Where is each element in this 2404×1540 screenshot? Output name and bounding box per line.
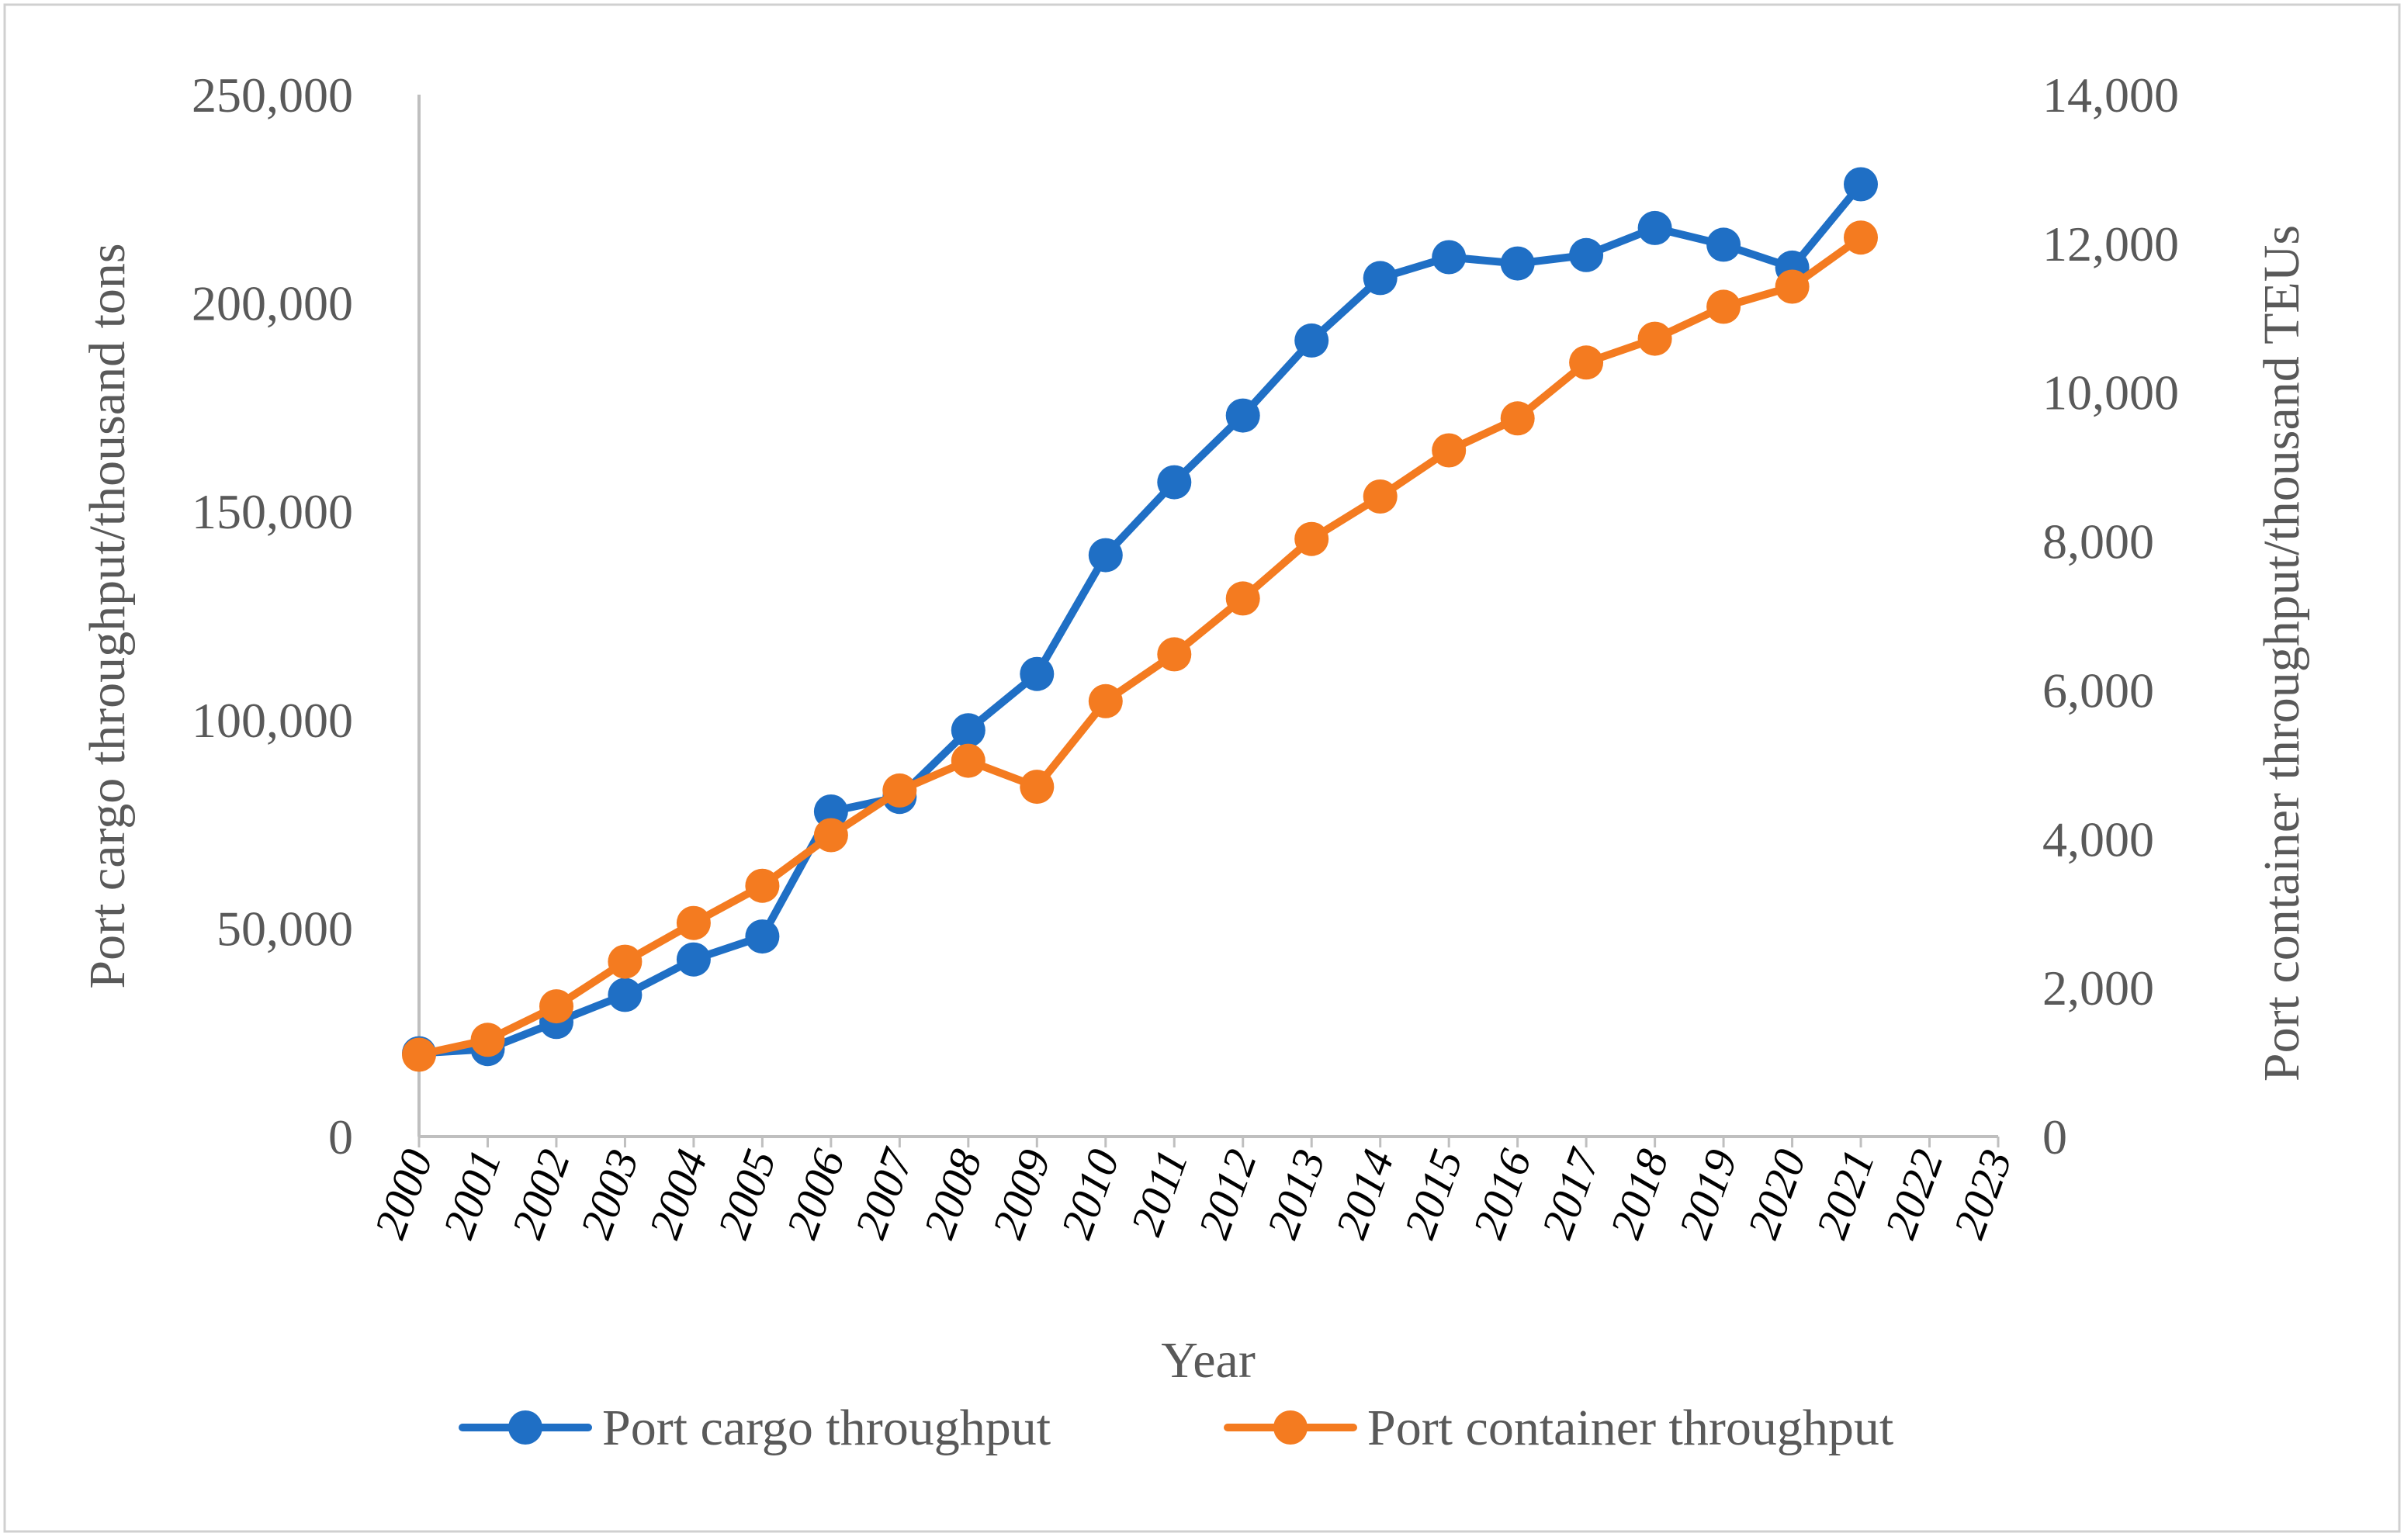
series-line-port-container-throughput (415, 234, 1865, 1059)
legend-marker-container (1273, 1410, 1308, 1445)
legend-item-port-cargo-throughput[interactable]: Port cargo throughput (459, 1400, 1051, 1456)
data-point-port-cargo-throughput[interactable] (1020, 656, 1055, 691)
legend[interactable]: Port cargo throughput Port container thr… (459, 1400, 1893, 1456)
left-y-axis-label: Port cargo throughput/thousand tons (79, 243, 136, 988)
data-point-port-container-throughput[interactable] (1844, 220, 1878, 255)
right-y-tick-label: 0 (2042, 1109, 2067, 1165)
x-axis-label: Year (1161, 1332, 1256, 1389)
data-point-port-cargo-throughput[interactable] (951, 713, 986, 748)
right-y-tick-label: 4,000 (2042, 812, 2154, 867)
right-y-tick-label: 8,000 (2042, 514, 2154, 569)
data-point-port-cargo-throughput[interactable] (676, 942, 711, 977)
data-point-port-container-throughput[interactable] (813, 818, 848, 853)
data-point-port-container-throughput[interactable] (951, 743, 986, 778)
data-point-port-container-throughput[interactable] (882, 773, 917, 808)
data-point-port-container-throughput[interactable] (539, 989, 573, 1024)
data-point-port-container-throughput[interactable] (608, 944, 643, 979)
axes (417, 95, 1998, 1138)
data-point-port-container-throughput[interactable] (745, 868, 780, 903)
right-y-tick-label: 14,000 (2042, 67, 2179, 123)
data-point-port-container-throughput[interactable] (1225, 581, 1260, 616)
data-point-port-container-throughput[interactable] (470, 1023, 505, 1057)
data-point-port-container-throughput[interactable] (1637, 321, 1672, 356)
data-point-port-cargo-throughput[interactable] (1569, 237, 1604, 272)
data-point-port-cargo-throughput[interactable] (608, 978, 643, 1012)
data-point-port-container-throughput[interactable] (1775, 269, 1810, 304)
series-layer (402, 167, 1878, 1072)
data-point-port-cargo-throughput[interactable] (1844, 167, 1878, 202)
right-y-axis-label: Port container throughput/thousand TEUs (2253, 225, 2310, 1081)
legend-label-cargo: Port cargo throughput (602, 1400, 1051, 1456)
left-y-tick-labels: 0 50,000 100,000 150,000 200,000 250,000 (192, 67, 353, 1165)
left-y-tick-label: 200,000 (192, 276, 353, 331)
left-y-tick-label: 150,000 (192, 484, 353, 539)
data-point-port-cargo-throughput[interactable] (1363, 261, 1398, 296)
left-y-tick-label: 100,000 (192, 693, 353, 748)
data-point-port-cargo-throughput[interactable] (1157, 465, 1192, 500)
left-y-tick-label: 0 (328, 1109, 353, 1165)
data-point-port-container-throughput[interactable] (1020, 770, 1055, 805)
data-point-port-cargo-throughput[interactable] (1294, 323, 1329, 358)
right-y-tick-labels: 0 2,000 4,000 6,000 8,000 10,000 12,000 14,000 (2042, 67, 2179, 1165)
series-line-port-cargo-throughput (415, 180, 1865, 1057)
data-point-port-container-throughput[interactable] (1706, 289, 1741, 324)
legend-marker-cargo (508, 1410, 542, 1445)
data-point-port-cargo-throughput[interactable] (1088, 538, 1123, 573)
right-y-tick-label: 12,000 (2042, 216, 2179, 272)
data-point-port-container-throughput[interactable] (676, 905, 711, 940)
data-point-port-cargo-throughput[interactable] (1637, 210, 1672, 245)
data-point-port-container-throughput[interactable] (402, 1037, 436, 1072)
x-tick-marks (417, 1137, 2000, 1147)
legend-item-port-container-throughput[interactable]: Port container throughput (1224, 1400, 1893, 1456)
data-point-port-container-throughput[interactable] (1088, 683, 1123, 718)
data-point-port-cargo-throughput[interactable] (1432, 240, 1467, 275)
right-y-tick-label: 6,000 (2042, 663, 2154, 718)
data-point-port-cargo-throughput[interactable] (1706, 227, 1741, 262)
data-point-port-container-throughput[interactable] (1363, 479, 1398, 514)
chart-frame (3, 3, 2401, 1533)
data-point-port-cargo-throughput[interactable] (813, 794, 848, 829)
left-y-tick-label: 250,000 (192, 67, 353, 123)
legend-label-container: Port container throughput (1367, 1400, 1893, 1456)
left-y-tick-label: 50,000 (216, 901, 353, 956)
data-point-port-container-throughput[interactable] (1157, 637, 1192, 672)
data-point-port-cargo-throughput[interactable] (1225, 398, 1260, 433)
data-point-port-container-throughput[interactable] (1569, 345, 1604, 380)
data-point-port-container-throughput[interactable] (1432, 433, 1467, 468)
data-point-port-container-throughput[interactable] (1500, 401, 1535, 436)
right-y-tick-label: 10,000 (2042, 365, 2179, 420)
right-y-tick-label: 2,000 (2042, 960, 2154, 1016)
data-point-port-cargo-throughput[interactable] (1500, 246, 1535, 281)
data-point-port-container-throughput[interactable] (1294, 521, 1329, 556)
data-point-port-cargo-throughput[interactable] (745, 919, 780, 954)
